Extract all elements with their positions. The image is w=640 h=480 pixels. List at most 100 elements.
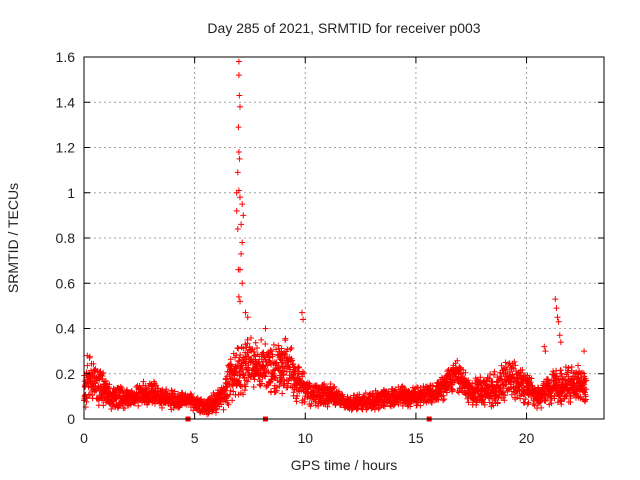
data-point [582, 386, 589, 393]
data-point [235, 58, 242, 65]
data-point [240, 212, 247, 219]
data-point [90, 360, 97, 367]
data-point [239, 280, 246, 287]
data-point [542, 348, 549, 355]
data-point [265, 368, 272, 375]
data-point [300, 316, 307, 323]
data-point [517, 395, 524, 402]
data-point [237, 266, 243, 273]
data-point [541, 343, 548, 350]
data-point [481, 401, 488, 408]
data-point [324, 403, 331, 410]
data-point [227, 356, 234, 363]
data-point [279, 390, 286, 397]
data-point [299, 368, 306, 375]
data-point [262, 341, 269, 348]
data-point [548, 394, 555, 401]
data-point [250, 373, 257, 380]
data-point [244, 340, 251, 347]
data-point [390, 402, 397, 409]
data-point [278, 345, 285, 352]
data-point [234, 345, 241, 352]
grid [84, 57, 604, 419]
data-point [395, 401, 402, 408]
data-point [198, 396, 205, 403]
data-point [262, 325, 269, 332]
data-point [135, 402, 142, 409]
data-point [84, 395, 91, 402]
data-point [537, 399, 544, 406]
data-point [237, 194, 243, 201]
data-point [501, 397, 508, 404]
data-point [520, 373, 527, 380]
data-point [140, 378, 147, 385]
data-point [582, 396, 589, 403]
data-point [568, 364, 575, 371]
data-point [545, 379, 552, 386]
data-point [567, 399, 574, 406]
y-tick-label: 0.6 [56, 275, 76, 291]
data-point [128, 387, 135, 394]
data-point [270, 341, 277, 348]
data-point [553, 305, 560, 312]
data-point [179, 390, 186, 397]
data-point [498, 362, 505, 369]
data-point [557, 339, 564, 346]
data-point [501, 381, 508, 388]
data-point [462, 369, 469, 376]
data-point [558, 370, 565, 377]
x-axis-label: GPS time / hours [291, 457, 398, 473]
data-point [398, 384, 405, 391]
y-axis-label: SRMTID / TECUs [5, 183, 21, 293]
data-point [246, 346, 253, 353]
data-point [375, 405, 382, 412]
data-point [108, 405, 115, 412]
data-point [445, 384, 452, 391]
plot-border [83, 56, 605, 420]
data-point [413, 384, 420, 391]
data-point [502, 392, 509, 399]
data-point [240, 370, 247, 377]
data-point [327, 380, 334, 387]
data-point [244, 378, 251, 385]
data-point [502, 381, 509, 388]
data-point [494, 400, 501, 407]
data-point [258, 380, 265, 387]
y-tick-label: 0 [67, 411, 75, 427]
data-point [282, 335, 289, 342]
data-point [513, 388, 520, 395]
data-point [239, 201, 246, 208]
data-point [491, 368, 498, 375]
data-point [522, 396, 529, 403]
data-point [229, 397, 236, 404]
data-point [528, 375, 535, 382]
data-point [220, 406, 227, 413]
data-point [242, 353, 249, 360]
data-point [235, 187, 242, 194]
data-point [308, 400, 315, 407]
data-point [298, 309, 305, 316]
data-point [106, 381, 113, 388]
data-point [269, 353, 276, 360]
data-point [461, 374, 468, 381]
data-point [548, 400, 555, 407]
data-point [234, 169, 241, 176]
data-point [159, 404, 166, 411]
data-point [237, 298, 243, 305]
data-point [241, 381, 248, 388]
data-point [443, 389, 450, 396]
data-point [583, 377, 590, 384]
data-point [268, 348, 275, 355]
data-point [553, 373, 560, 380]
data-point [258, 336, 265, 343]
data-point [266, 379, 273, 386]
x-tick-label: 20 [519, 430, 535, 446]
data-point [275, 362, 282, 369]
data-point [554, 314, 561, 321]
data-point [290, 389, 297, 396]
data-point [234, 225, 241, 232]
x-tick-label: 0 [80, 430, 88, 446]
data-point [272, 389, 279, 396]
y-tick-label: 0.2 [56, 366, 76, 382]
